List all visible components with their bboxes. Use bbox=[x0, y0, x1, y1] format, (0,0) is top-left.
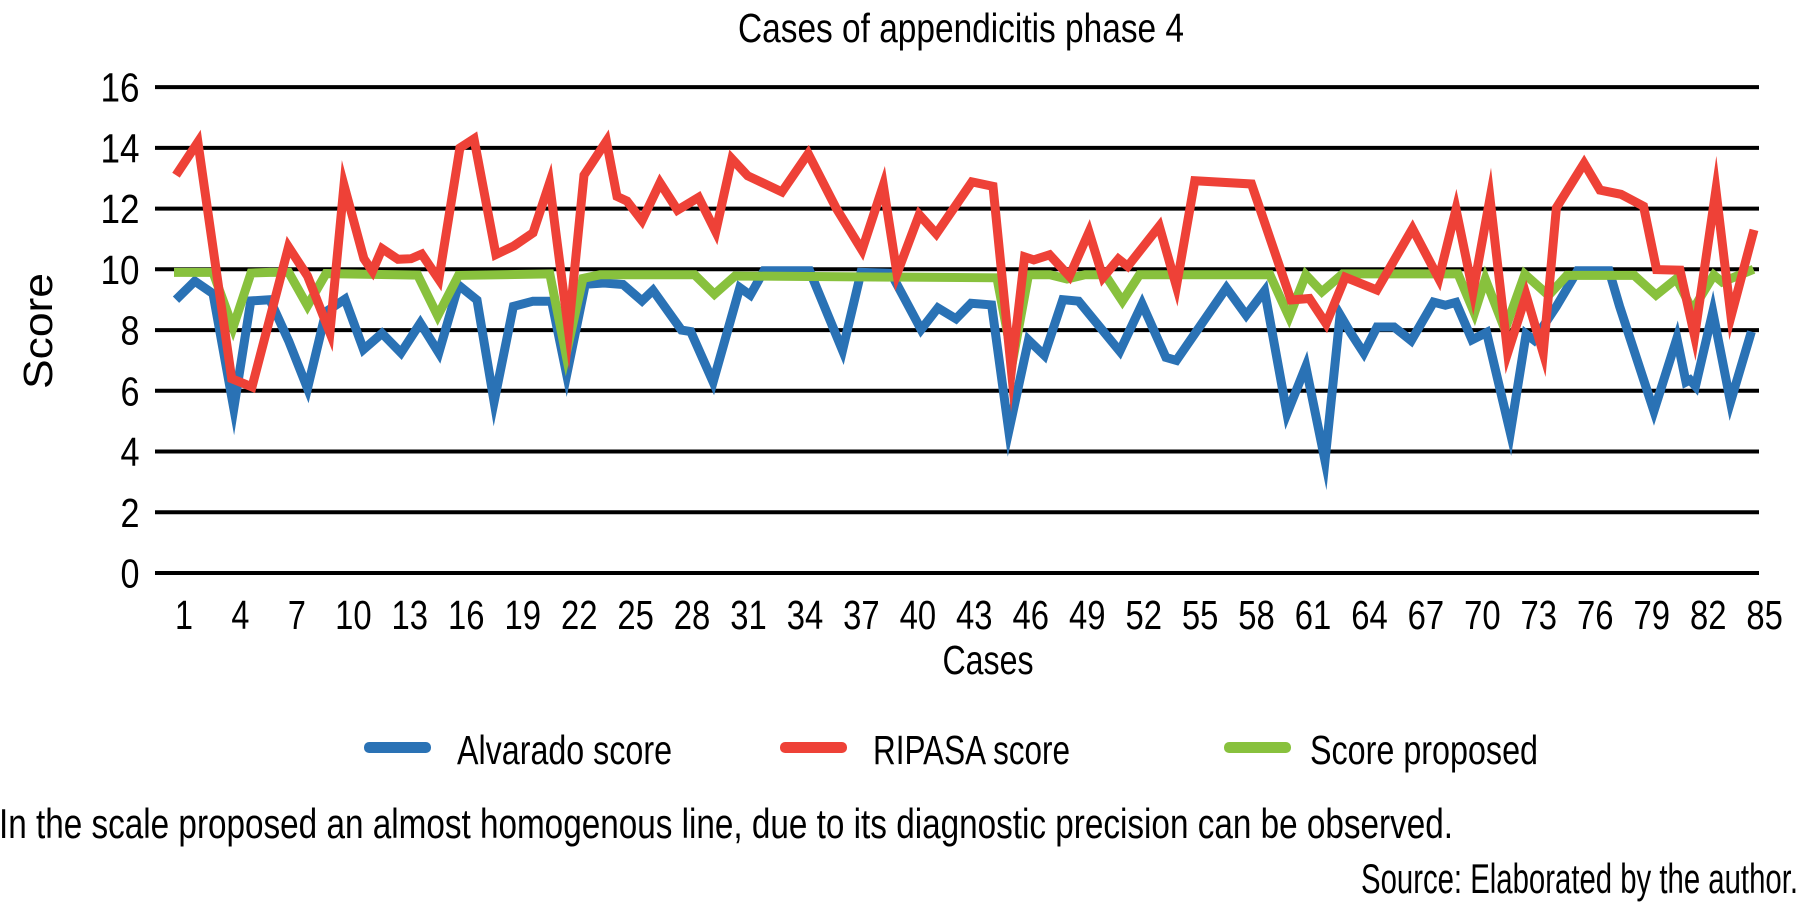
svg-text:14: 14 bbox=[101, 125, 140, 171]
svg-text:55: 55 bbox=[1182, 592, 1219, 638]
svg-text:12: 12 bbox=[101, 186, 140, 232]
svg-text:79: 79 bbox=[1633, 592, 1670, 638]
svg-text:2: 2 bbox=[121, 490, 140, 536]
svg-text:Source: Elaborated by the auth: Source: Elaborated by the author. bbox=[1361, 855, 1798, 902]
svg-text:37: 37 bbox=[843, 592, 880, 638]
svg-text:4: 4 bbox=[231, 592, 249, 638]
svg-text:31: 31 bbox=[730, 592, 767, 638]
svg-text:28: 28 bbox=[674, 592, 711, 638]
svg-text:16: 16 bbox=[101, 65, 140, 111]
svg-text:67: 67 bbox=[1408, 592, 1445, 638]
svg-text:7: 7 bbox=[288, 592, 306, 638]
svg-text:85: 85 bbox=[1746, 592, 1783, 638]
svg-text:34: 34 bbox=[787, 592, 824, 638]
svg-text:25: 25 bbox=[617, 592, 654, 638]
svg-text:16: 16 bbox=[448, 592, 485, 638]
svg-text:43: 43 bbox=[956, 592, 993, 638]
svg-text:40: 40 bbox=[900, 592, 937, 638]
svg-text:Cases of appendicitis phase 4: Cases of appendicitis phase 4 bbox=[738, 5, 1184, 51]
svg-text:64: 64 bbox=[1351, 592, 1388, 638]
svg-text:10: 10 bbox=[335, 592, 372, 638]
svg-text:Alvarado score: Alvarado score bbox=[457, 727, 672, 773]
svg-text:22: 22 bbox=[561, 592, 598, 638]
svg-text:82: 82 bbox=[1690, 592, 1727, 638]
svg-text:6: 6 bbox=[121, 368, 140, 414]
svg-text:61: 61 bbox=[1295, 592, 1332, 638]
svg-text:58: 58 bbox=[1238, 592, 1275, 638]
svg-text:0: 0 bbox=[121, 551, 140, 597]
svg-text:70: 70 bbox=[1464, 592, 1501, 638]
svg-text:In the scale proposed an almos: In the scale proposed an almost homogeno… bbox=[0, 800, 1453, 847]
svg-text:49: 49 bbox=[1069, 592, 1106, 638]
svg-text:RIPASA score: RIPASA score bbox=[873, 727, 1070, 773]
svg-text:76: 76 bbox=[1577, 592, 1614, 638]
svg-text:1: 1 bbox=[175, 592, 193, 638]
svg-text:Score: Score bbox=[15, 273, 61, 389]
svg-text:52: 52 bbox=[1125, 592, 1162, 638]
svg-text:4: 4 bbox=[121, 429, 140, 475]
svg-text:13: 13 bbox=[392, 592, 429, 638]
svg-text:73: 73 bbox=[1521, 592, 1558, 638]
svg-text:10: 10 bbox=[101, 247, 140, 293]
svg-text:Score proposed: Score proposed bbox=[1310, 727, 1538, 773]
svg-text:19: 19 bbox=[504, 592, 541, 638]
svg-text:Cases: Cases bbox=[943, 637, 1034, 683]
svg-text:46: 46 bbox=[1013, 592, 1050, 638]
svg-text:8: 8 bbox=[121, 308, 140, 354]
